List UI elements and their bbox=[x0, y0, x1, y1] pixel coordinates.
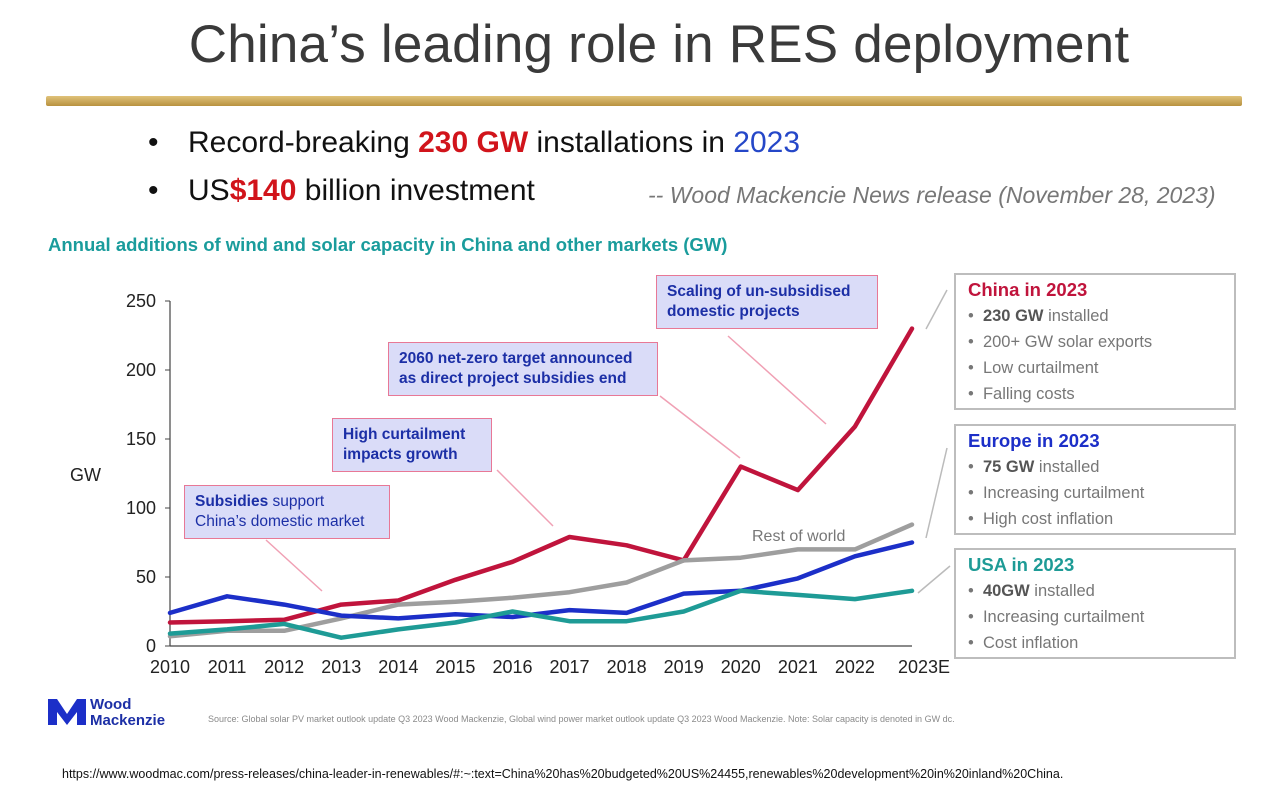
callout-subsidies-line2: China’s domestic market bbox=[195, 513, 365, 530]
bullet-installations: • Record-breaking 230 GW installations in… bbox=[148, 126, 800, 160]
panel-europe: Europe in 2023 • 75 GW installed • Incre… bbox=[954, 424, 1236, 535]
x-tick-label: 2010 bbox=[150, 657, 190, 677]
series-line bbox=[167, 326, 915, 625]
connector-line bbox=[917, 565, 951, 594]
connector-line bbox=[727, 335, 827, 425]
x-tick-label: 2016 bbox=[492, 657, 532, 677]
x-tick-label: 2023E bbox=[898, 657, 950, 677]
y-tick-label: 200 bbox=[126, 360, 156, 380]
x-tick-label: 2017 bbox=[550, 657, 590, 677]
panel-china-item: • 200+ GW solar exports bbox=[968, 333, 1153, 351]
callout-unsubsidised: Scaling of un-subsidised domestic projec… bbox=[656, 275, 878, 329]
source-url: https://www.woodmac.com/press-releases/c… bbox=[62, 767, 1064, 781]
panel-usa-item: • Increasing curtailment bbox=[968, 608, 1145, 626]
y-tick-label: 0 bbox=[146, 636, 156, 656]
callout-subsidies-rest: support bbox=[268, 493, 325, 510]
connector-line bbox=[265, 539, 323, 592]
y-axis-label: GW bbox=[70, 465, 101, 485]
connector-line bbox=[925, 289, 948, 330]
bullet1-mid: installations in bbox=[528, 126, 734, 159]
panel-china-title: China in 2023 bbox=[968, 279, 1088, 300]
callout-unsubsidised-line1: Scaling of un-subsidised bbox=[667, 283, 851, 300]
panel-europe-title: Europe in 2023 bbox=[968, 430, 1100, 451]
bullet2-post: billion investment bbox=[296, 174, 535, 207]
wood-mackenzie-logo-icon bbox=[48, 699, 86, 725]
callout-curtailment-line2: impacts growth bbox=[343, 446, 458, 463]
y-tick-label: 250 bbox=[126, 291, 156, 311]
logo-wordmark: Wood Mackenzie bbox=[90, 696, 166, 729]
series-line bbox=[167, 540, 915, 621]
x-tick-label: 2021 bbox=[778, 657, 818, 677]
series-line bbox=[167, 522, 915, 639]
panel-usa-item: • 40GW installed bbox=[968, 582, 1095, 600]
panel-europe-item: • Increasing curtailment bbox=[968, 484, 1145, 502]
y-tick-label: 150 bbox=[126, 429, 156, 449]
bullet-investment: • US$140 billion investment bbox=[148, 174, 535, 208]
connector-line bbox=[496, 469, 554, 527]
series-line bbox=[167, 588, 915, 640]
chart-series bbox=[167, 326, 915, 640]
bullet-dot-icon: • bbox=[148, 126, 159, 159]
connector-line bbox=[659, 395, 741, 459]
panel-europe-item: • High cost inflation bbox=[968, 510, 1114, 528]
callout-subsidies-bold: Subsidies bbox=[195, 493, 269, 510]
bullet1-year: 2023 bbox=[733, 126, 801, 159]
x-tick-label: 2013 bbox=[321, 657, 361, 677]
slide-title: China’s leading role in RES deployment bbox=[188, 15, 1130, 74]
connector-line bbox=[925, 447, 948, 539]
panel-usa-item: • Cost inflation bbox=[968, 634, 1079, 652]
chart-heading: Annual additions of wind and solar capac… bbox=[48, 234, 728, 255]
panel-europe-item: • 75 GW installed bbox=[968, 458, 1100, 476]
panel-china-item: • Low curtailment bbox=[968, 359, 1099, 377]
bullet-dot-icon: • bbox=[148, 174, 159, 207]
callout-net-zero-line1: 2060 net-zero target announced bbox=[399, 350, 633, 367]
x-tick-label: 2020 bbox=[721, 657, 761, 677]
rest-of-world-label: Rest of world bbox=[752, 528, 846, 545]
panel-usa-title: USA in 2023 bbox=[968, 554, 1075, 575]
news-citation: -- Wood Mackencie News release (November… bbox=[648, 182, 1216, 208]
bullet2-pre: US bbox=[188, 174, 230, 207]
y-tick-label: 100 bbox=[126, 498, 156, 518]
x-tick-label: 2022 bbox=[835, 657, 875, 677]
callout-subsidies: Subsidies support China’s domestic marke… bbox=[184, 485, 390, 539]
panel-china-item: • 230 GW installed bbox=[968, 307, 1109, 325]
x-tick-label: 2015 bbox=[435, 657, 475, 677]
callout-curtailment-line1: High curtailment bbox=[343, 426, 466, 443]
source-note: Source: Global solar PV market outlook u… bbox=[208, 714, 955, 724]
panel-china: China in 2023 • 230 GW installed • 200+ … bbox=[954, 273, 1236, 410]
x-tick-label: 2019 bbox=[664, 657, 704, 677]
bullet2-highlight: $140 bbox=[229, 174, 297, 207]
gold-divider bbox=[46, 96, 1242, 106]
bullet1-pre: Record-breaking bbox=[188, 126, 419, 159]
x-tick-label: 2014 bbox=[378, 657, 418, 677]
panel-usa: USA in 2023 • 40GW installed • Increasin… bbox=[954, 548, 1236, 659]
callout-unsubsidised-line2: domestic projects bbox=[667, 303, 800, 320]
bullet1-highlight: 230 GW bbox=[418, 126, 529, 159]
callout-curtailment: High curtailment impacts growth bbox=[332, 418, 492, 472]
callout-net-zero: 2060 net-zero target announced as direct… bbox=[388, 342, 658, 396]
panel-china-item: • Falling costs bbox=[968, 385, 1075, 403]
callout-net-zero-line2: as direct project subsidies end bbox=[399, 370, 627, 387]
x-tick-label: 2018 bbox=[607, 657, 647, 677]
x-tick-label: 2012 bbox=[264, 657, 304, 677]
callout-connectors bbox=[265, 289, 951, 594]
y-tick-label: 50 bbox=[136, 567, 156, 587]
chart-axes: 0 50 100 150 200 250 2010 2011 2012 2013 2014 2015 2… bbox=[126, 291, 950, 677]
x-tick-label: 2011 bbox=[208, 657, 247, 677]
